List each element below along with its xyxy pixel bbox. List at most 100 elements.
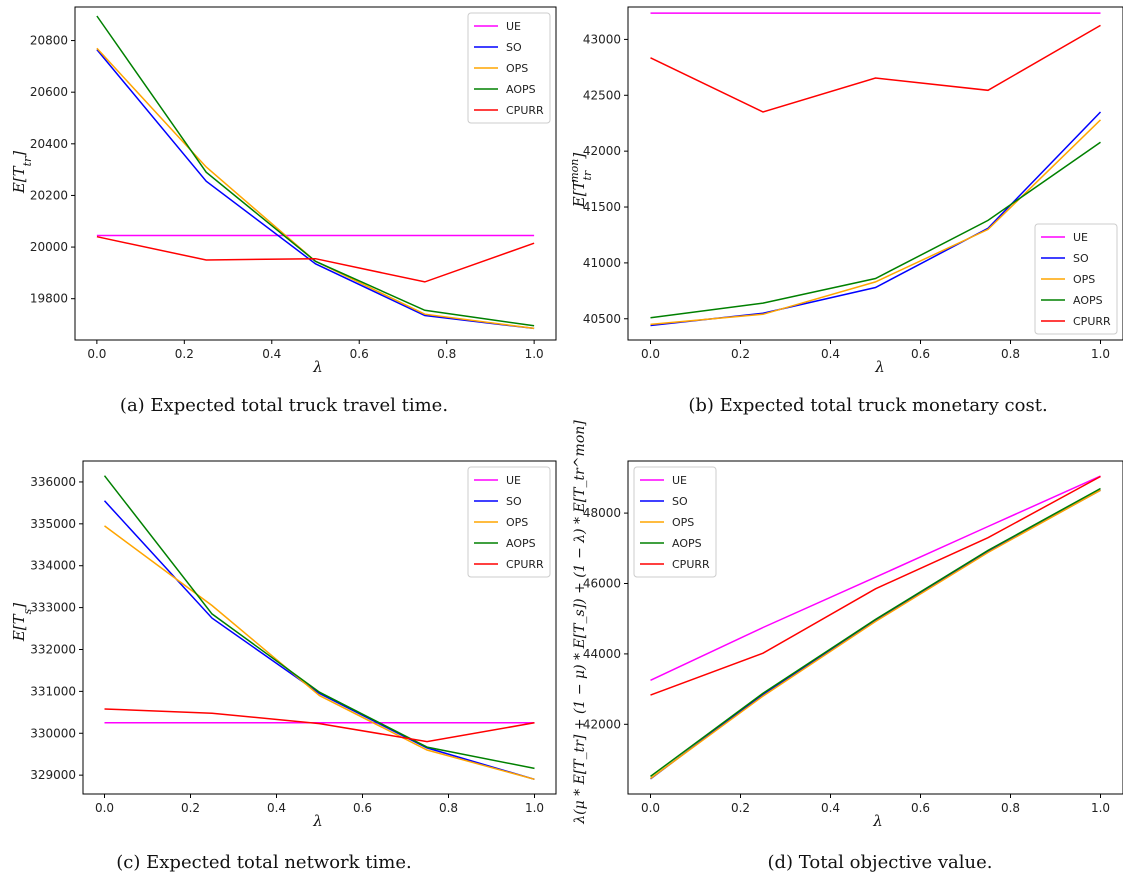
- y-tick-label: 20600: [30, 85, 68, 99]
- panel-a: 0.0 0.2 0.4 0.6 0.8 1.0 19800 20000 20200 20400 20…: [10, 6, 557, 416]
- x-tick-label: 1.0: [1091, 801, 1110, 815]
- xlabel-b: λ: [874, 358, 885, 376]
- legend-box: [1034, 223, 1118, 335]
- series-line-cpurr: [650, 475, 1101, 696]
- x-tick-label: 0.4: [821, 347, 840, 361]
- legend: UE SO OPS AOPS CPURR: [467, 466, 551, 578]
- caption-a: (a) Expected total truck travel time.: [120, 395, 448, 416]
- series-line-cpurr: [96, 235, 535, 283]
- ylabel-a: E[Ttr]: [10, 151, 34, 195]
- x-tick-label: 0.4: [267, 801, 286, 815]
- x-tick-label: 0.0: [87, 347, 106, 361]
- panel-c: 0.0 0.2 0.4 0.6 0.8 1.0 329000 330000 331000 3320…: [10, 460, 557, 873]
- series-line-aops: [96, 15, 535, 327]
- legend-box: [467, 12, 551, 124]
- legend-label-so: SO: [672, 495, 688, 508]
- x-tick-label: 0.6: [353, 801, 372, 815]
- x-tick-label: 0.4: [821, 801, 840, 815]
- y-tick-label: 20200: [30, 188, 68, 202]
- y-tick-label: 42000: [583, 717, 621, 731]
- y-tick-label: 20400: [30, 137, 68, 151]
- y-tick-label: 331000: [30, 684, 76, 698]
- series-line-ops: [104, 525, 535, 781]
- legend-box: [633, 466, 717, 578]
- x-tick-label: 0.6: [350, 347, 369, 361]
- plot-area-d: 0.0 0.2 0.4 0.6 0.8 1.0 42000 44000 46000 48000 UE…: [583, 460, 1123, 815]
- legend-label-aops: AOPS: [1073, 294, 1103, 307]
- y-tick-label: 40500: [583, 312, 621, 326]
- y-tick-label: 330000: [30, 726, 76, 740]
- x-tick-label: 0.0: [95, 801, 114, 815]
- legend-label-aops: AOPS: [506, 537, 536, 550]
- y-tick-label: 19800: [30, 292, 68, 306]
- ylabel-a-text: E[T: [10, 165, 28, 194]
- legend-label-cpurr: CPURR: [506, 104, 544, 117]
- ylabel-a-sub: tr: [21, 156, 34, 166]
- series-line-ue: [650, 475, 1101, 681]
- legend: UE SO OPS AOPS CPURR: [633, 466, 717, 578]
- plot-area-c: 0.0 0.2 0.4 0.6 0.8 1.0 329000 330000 331000 3320…: [30, 460, 557, 815]
- x-tick-label: 0.2: [731, 801, 750, 815]
- legend-label-ue: UE: [1073, 231, 1088, 244]
- xlabel-d: λ: [872, 812, 883, 830]
- x-tick-label: 0.8: [439, 801, 458, 815]
- x-tick-label: 0.0: [641, 801, 660, 815]
- x-tick-label: 0.8: [437, 347, 456, 361]
- axes-frame: [627, 6, 1123, 341]
- series-line-aops: [650, 141, 1101, 319]
- x-tick-label: 1.0: [1091, 347, 1110, 361]
- series-line-ops: [650, 119, 1102, 326]
- legend-label-cpurr: CPURR: [672, 558, 710, 571]
- plot-area-b: 0.0 0.2 0.4 0.6 0.8 1.0 40500 41000 41500 42000 42…: [583, 6, 1123, 361]
- caption-b: (b) Expected total truck monetary cost.: [688, 395, 1047, 416]
- axes-frame: [627, 460, 1123, 795]
- y-tick-label: 48000: [583, 506, 621, 520]
- legend-label-cpurr: CPURR: [506, 558, 544, 571]
- series-line-so: [96, 49, 535, 330]
- x-tick-label: 1.0: [525, 347, 544, 361]
- series-line-cpurr: [104, 708, 535, 743]
- y-tick-label: 43000: [583, 32, 621, 46]
- series-line-so: [650, 489, 1101, 780]
- legend-label-aops: AOPS: [672, 537, 702, 550]
- y-tick-label: 41500: [583, 200, 621, 214]
- series-line-cpurr: [650, 24, 1101, 113]
- y-tick-label: 333000: [30, 601, 76, 615]
- y-tick-label: 335000: [30, 517, 76, 531]
- series-line-ops: [650, 489, 1101, 780]
- ylabel-c: E[Ts]: [10, 603, 34, 642]
- x-tick-label: 0.6: [911, 347, 930, 361]
- y-tick-label: 332000: [30, 642, 76, 656]
- y-tick-label: 20000: [30, 240, 68, 254]
- series-line-so: [650, 111, 1102, 327]
- legend-label-ops: OPS: [506, 62, 528, 75]
- legend-label-cpurr: CPURR: [1073, 315, 1111, 328]
- legend-label-ue: UE: [506, 474, 521, 487]
- x-tick-label: 1.0: [525, 801, 544, 815]
- panel-d: 0.0 0.2 0.4 0.6 0.8 1.0 42000 44000 46000 48000 UE…: [572, 420, 1123, 873]
- legend-label-ue: UE: [672, 474, 687, 487]
- legend-box: [467, 466, 551, 578]
- series-line-aops: [650, 487, 1101, 778]
- y-tick-label: 329000: [30, 768, 76, 782]
- ylabel-d: λ(μ * E[T_tr] + (1 − μ) * E[T_s]) + (1 −…: [572, 420, 588, 825]
- x-tick-label: 0.2: [731, 347, 750, 361]
- panel-b: 0.0 0.2 0.4 0.6 0.8 1.0 40500 41000 41500 42000 42…: [568, 6, 1123, 416]
- legend-label-ops: OPS: [506, 516, 528, 529]
- xlabel-a: λ: [312, 358, 323, 376]
- x-tick-label: 0.2: [175, 347, 194, 361]
- caption-d: (d) Total objective value.: [767, 852, 992, 873]
- y-tick-label: 334000: [30, 559, 76, 573]
- legend-label-aops: AOPS: [506, 83, 536, 96]
- xlabel-c: λ: [312, 812, 323, 830]
- y-tick-label: 336000: [30, 475, 76, 489]
- ylabel-b: E[Ttrmon]: [568, 153, 594, 209]
- legend-label-ops: OPS: [1073, 273, 1095, 286]
- legend-label-ue: UE: [506, 20, 521, 33]
- y-tick-label: 20800: [30, 34, 68, 48]
- legend: UE SO OPS AOPS CPURR: [1034, 223, 1118, 335]
- legend-label-so: SO: [506, 495, 522, 508]
- x-tick-label: 0.8: [1001, 347, 1020, 361]
- legend-label-so: SO: [1073, 252, 1089, 265]
